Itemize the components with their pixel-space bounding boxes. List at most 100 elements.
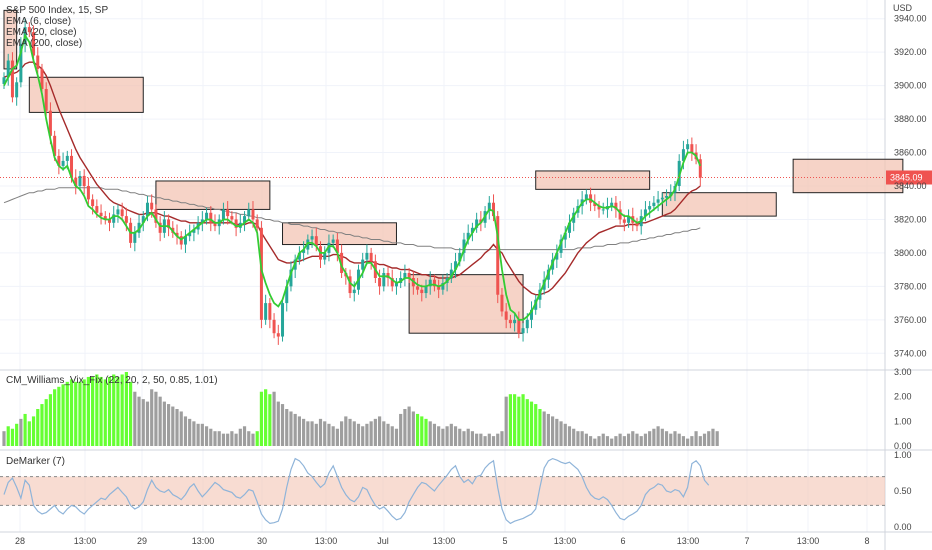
- vix-bar: [614, 436, 618, 446]
- vix-bar: [605, 436, 610, 446]
- candle-body: [432, 279, 436, 287]
- candle: [656, 191, 660, 212]
- ema-200-line: [3, 187, 701, 251]
- candle-body: [200, 219, 204, 223]
- vix-bar: [280, 404, 285, 446]
- vix-bar: [48, 394, 53, 446]
- candle-body: [627, 216, 631, 223]
- candle-body: [234, 219, 238, 228]
- candle: [36, 47, 40, 74]
- vix-bar: [91, 376, 95, 446]
- vix-bar: [179, 411, 183, 446]
- candle: [61, 152, 65, 171]
- candle-body: [601, 209, 605, 211]
- candle-body: [133, 232, 137, 243]
- candle: [175, 224, 179, 245]
- candle: [323, 246, 327, 265]
- time-tick-label: 13:00: [74, 536, 97, 546]
- vix-bar: [428, 421, 432, 446]
- time-tick-label: 5: [502, 536, 507, 546]
- candle-body: [437, 286, 441, 290]
- candle-body: [458, 252, 462, 262]
- vix-bar: [479, 433, 483, 446]
- supply-demand-zone: [792, 158, 904, 194]
- vix-bar: [15, 423, 19, 446]
- vix-bar: [272, 391, 276, 446]
- candle-body: [48, 110, 52, 136]
- vix-bar: [441, 428, 445, 446]
- candle-body: [500, 294, 504, 312]
- vix-bar: [285, 409, 289, 446]
- vix-bar: [74, 381, 78, 446]
- vix-bar: [318, 418, 323, 446]
- candle: [264, 294, 268, 325]
- legend-ema-200[interactable]: EMA (200, close): [6, 38, 82, 49]
- candle-body: [213, 222, 217, 227]
- candle-body: [504, 311, 508, 320]
- vix-bar: [57, 386, 61, 446]
- time-tick-label: 8: [864, 536, 869, 546]
- candle-body: [255, 219, 259, 228]
- vix-bar: [276, 401, 280, 446]
- vix-bar: [264, 389, 268, 446]
- candle-body: [27, 27, 31, 33]
- candle-body: [150, 202, 154, 210]
- demarker: [0, 457, 885, 525]
- vix-bar: [618, 433, 622, 446]
- vix-bar: [715, 431, 719, 446]
- candle: [648, 201, 652, 218]
- candle-body: [508, 319, 512, 324]
- legend-demarker[interactable]: DeMarker (7): [6, 456, 65, 467]
- vix-bar: [373, 418, 377, 446]
- vix-bar: [221, 433, 226, 446]
- demarker-line: [3, 457, 710, 525]
- vix-bar: [116, 376, 120, 446]
- vix-bar: [496, 433, 500, 446]
- candle-body: [112, 214, 116, 223]
- candle: [57, 149, 61, 175]
- vix-bar: [432, 423, 437, 446]
- candle-body: [669, 192, 673, 197]
- vix-bar: [141, 399, 145, 446]
- candle: [335, 232, 339, 262]
- time-tick-label: 13:00: [677, 536, 700, 546]
- candle-body: [361, 259, 365, 270]
- vix-bar: [314, 423, 318, 446]
- candle-body: [394, 283, 398, 287]
- candle-body: [302, 249, 306, 253]
- vix-bar: [53, 389, 57, 446]
- candle-body: [352, 289, 356, 294]
- vix-bar: [19, 418, 23, 446]
- candle: [205, 207, 209, 225]
- vix-bar: [120, 374, 124, 446]
- price-tick-label: 3860.00: [894, 148, 927, 158]
- candle-body: [492, 202, 496, 217]
- legend-ema-20[interactable]: EMA (20, close): [6, 27, 77, 38]
- price-tick-label: 3780.00: [894, 281, 927, 291]
- candle-body: [340, 252, 344, 273]
- vix-bar: [702, 433, 707, 446]
- vix-bar: [500, 431, 504, 446]
- candle: [15, 77, 19, 106]
- legend-ema-6[interactable]: EMA (6, close): [6, 16, 71, 27]
- candle: [635, 217, 639, 232]
- candle: [91, 194, 95, 215]
- candle-body: [221, 209, 225, 220]
- legend-symbol[interactable]: S&P 500 Index, 15, SP: [6, 5, 108, 16]
- candle-body: [530, 309, 533, 320]
- candle: [382, 267, 386, 292]
- candle: [78, 170, 82, 192]
- supply-demand-zone: [155, 180, 271, 210]
- price-tick-label: 3800.00: [894, 248, 927, 258]
- price-axis[interactable]: 3740.00 3760.00 3780.00 3800.00 3820.00 3840.…: [894, 14, 927, 532]
- vix-bar: [78, 381, 82, 446]
- vix-bar: [711, 428, 715, 446]
- demarker-tick-label: 0.50: [894, 486, 912, 496]
- candle-body: [420, 289, 424, 294]
- candle: [272, 313, 276, 339]
- legend-vix-fix[interactable]: CM_Williams_Vix_Fix (22, 20, 2, 50, 0.85…: [6, 375, 218, 386]
- candle-body: [470, 227, 474, 233]
- vix-bar: [517, 396, 521, 446]
- candle: [255, 214, 259, 233]
- time-axis[interactable]: 28 13:00 29 13:00 30 13:00 Jul 13:00 5 13:00 6 13:0…: [15, 536, 870, 546]
